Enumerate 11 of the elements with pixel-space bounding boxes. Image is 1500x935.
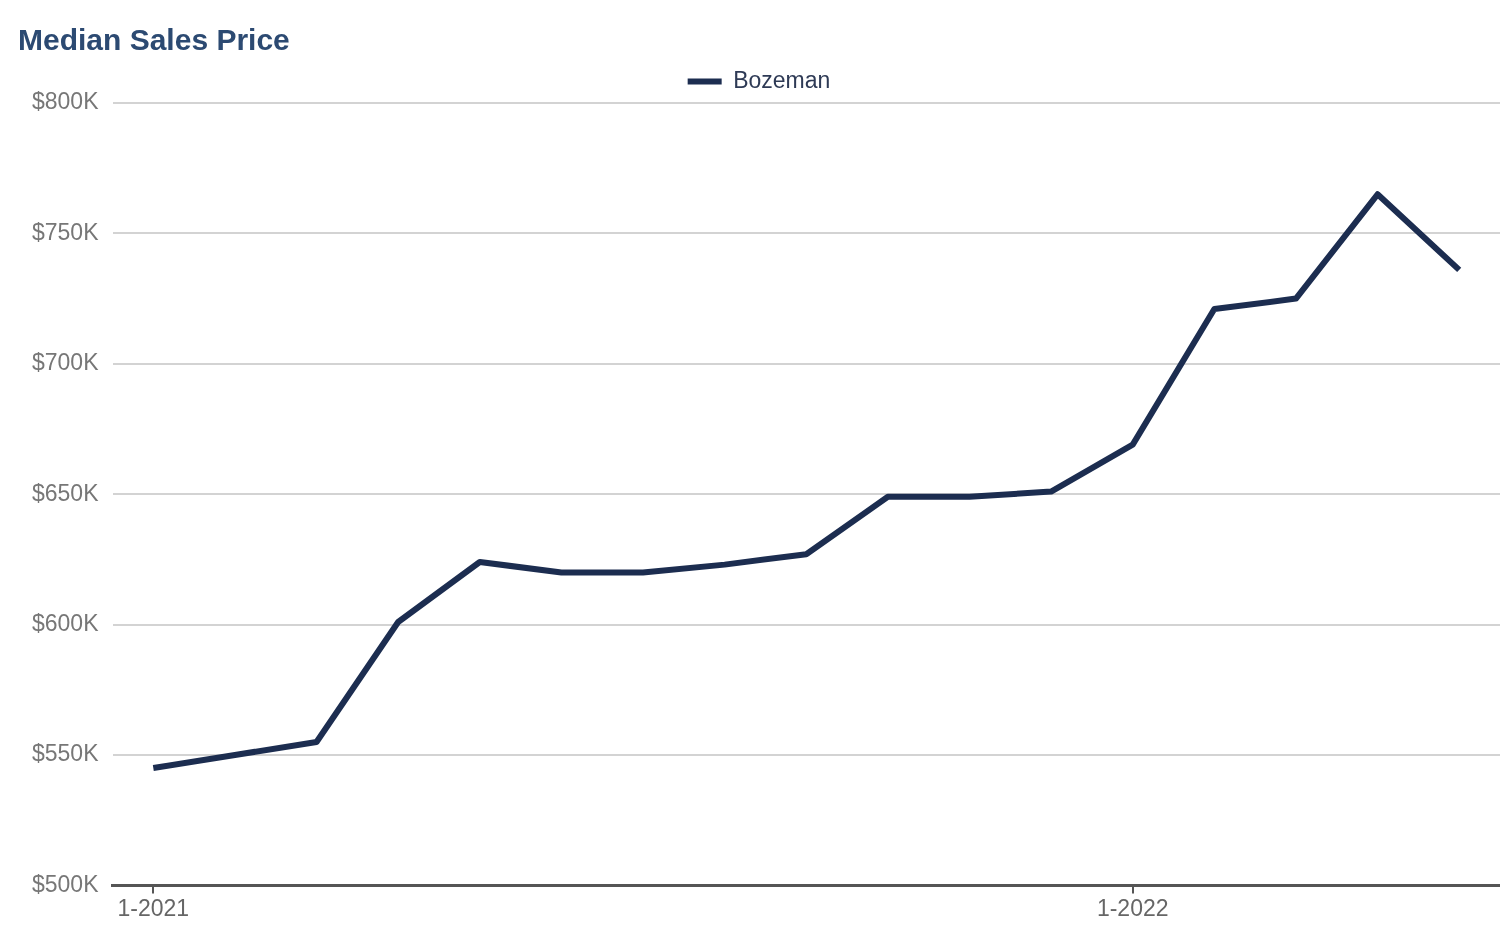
chart-title: Median Sales Price xyxy=(18,23,290,57)
x-tick-label: 1-2022 xyxy=(1096,894,1169,921)
legend-label: Bozeman xyxy=(733,66,831,93)
y-tick-label: $700K xyxy=(31,349,100,376)
y-tick-label: $750K xyxy=(31,218,100,245)
y-tick-label: $600K xyxy=(31,609,100,636)
y-tick-label: $800K xyxy=(31,88,100,115)
y-tick-label: $550K xyxy=(31,740,100,767)
y-tick-label: $650K xyxy=(31,479,100,506)
y-tick-label: $500K xyxy=(31,870,100,897)
x-tick-label: 1-2021 xyxy=(117,894,190,921)
